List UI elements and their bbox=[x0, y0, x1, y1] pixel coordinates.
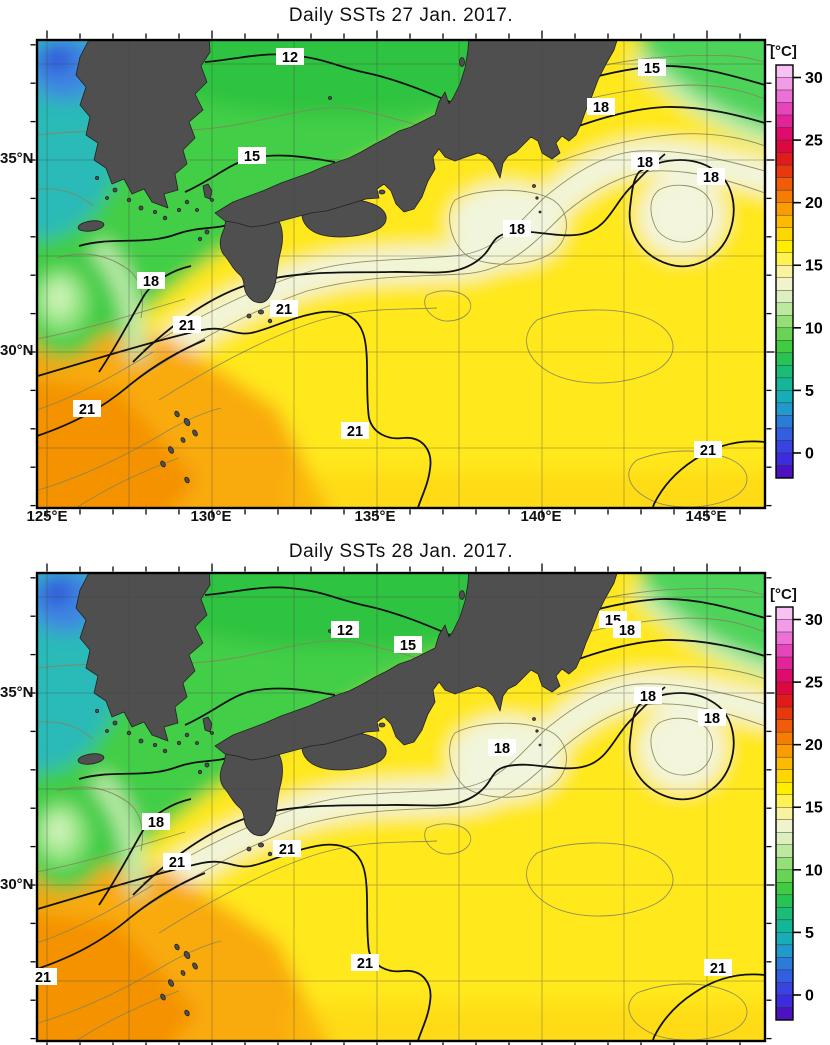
contour-label: 21 bbox=[73, 400, 101, 418]
temperature-colorbar: 30 25 20 15 10 5 0 bbox=[775, 64, 823, 479]
colorbar-tick-label: 0 bbox=[805, 987, 814, 1004]
colorbar-tick-label: 5 bbox=[805, 383, 814, 400]
contour-label: 18 bbox=[503, 220, 531, 238]
lat-label-30n: 30°N bbox=[0, 876, 34, 893]
contour-label: 18 bbox=[698, 709, 726, 727]
contour-label: 15 bbox=[238, 147, 266, 165]
svg-text:18: 18 bbox=[593, 100, 609, 116]
contour-label: 12 bbox=[276, 48, 304, 66]
axis-ticks bbox=[27, 563, 775, 1045]
svg-text:18: 18 bbox=[637, 155, 653, 171]
map1-title: Daily SSTs 27 Jan. 2017. bbox=[288, 5, 514, 26]
svg-text:21: 21 bbox=[35, 970, 51, 986]
contour-label: 18 bbox=[631, 153, 659, 171]
lon-label-130e: 130°E bbox=[190, 508, 232, 525]
svg-text:12: 12 bbox=[282, 50, 298, 66]
svg-text:21: 21 bbox=[710, 961, 726, 977]
contour-label: 21 bbox=[694, 441, 722, 459]
svg-text:18: 18 bbox=[640, 689, 656, 705]
colorbar-frame bbox=[775, 606, 794, 1021]
svg-text:15: 15 bbox=[644, 61, 660, 77]
lat-label-35n: 35°N bbox=[0, 684, 34, 701]
svg-text:15: 15 bbox=[244, 149, 260, 165]
contour-label: 18 bbox=[613, 621, 641, 639]
svg-text:18: 18 bbox=[704, 711, 720, 727]
lat-label-35n: 35°N bbox=[0, 150, 34, 167]
colorbar-tick-label: 10 bbox=[805, 320, 823, 337]
contour-label: 21 bbox=[704, 959, 732, 977]
colorbar-unit-label: [°C] bbox=[770, 586, 797, 603]
contour-label: 21 bbox=[270, 300, 298, 318]
svg-text:21: 21 bbox=[347, 424, 363, 440]
colorbar-frame bbox=[775, 64, 794, 479]
svg-text:18: 18 bbox=[494, 741, 510, 757]
colorbar-tick-label: 15 bbox=[805, 258, 823, 275]
colorbar-tick-label: 5 bbox=[805, 925, 814, 942]
contour-label: 21 bbox=[341, 422, 369, 440]
lon-label-125e: 125°E bbox=[26, 508, 68, 525]
colorbar-tick-label: 20 bbox=[805, 195, 823, 212]
contour-label: 15 bbox=[638, 59, 666, 77]
svg-text:21: 21 bbox=[79, 402, 95, 418]
colorbar-tick-label: 30 bbox=[805, 612, 823, 629]
svg-text:21: 21 bbox=[179, 318, 195, 334]
colorbar-segments bbox=[775, 64, 794, 479]
svg-text:18: 18 bbox=[143, 274, 159, 290]
colorbar-tick-label: 30 bbox=[805, 70, 823, 87]
contour-label: 18 bbox=[634, 687, 662, 705]
svg-text:18: 18 bbox=[148, 815, 164, 831]
colorbar-tick-label: 10 bbox=[805, 862, 823, 879]
contour-label: 18 bbox=[697, 168, 725, 186]
svg-text:21: 21 bbox=[357, 956, 373, 972]
colorbar-tick-label: 15 bbox=[805, 800, 823, 817]
svg-text:18: 18 bbox=[619, 623, 635, 639]
axis-ticks bbox=[27, 30, 775, 518]
svg-text:12: 12 bbox=[337, 623, 353, 639]
colorbar-tick-label: 25 bbox=[805, 133, 823, 150]
svg-text:21: 21 bbox=[279, 842, 295, 858]
contour-label: 21 bbox=[163, 853, 191, 871]
sst-map-27jan: 12 15 18 15 18 18 18 18 21 21 21 21 21 bbox=[27, 30, 775, 518]
svg-text:18: 18 bbox=[509, 222, 525, 238]
svg-text:21: 21 bbox=[276, 302, 292, 318]
contour-label: 15 bbox=[394, 636, 422, 654]
svg-text:21: 21 bbox=[169, 855, 185, 871]
temperature-colorbar: 30 25 20 15 10 5 0 bbox=[775, 606, 823, 1021]
contour-label: 21 bbox=[351, 954, 379, 972]
svg-text:15: 15 bbox=[400, 638, 416, 654]
colorbar-segments bbox=[775, 606, 794, 1021]
lon-label-145e: 145°E bbox=[685, 508, 727, 525]
lon-label-140e: 140°E bbox=[520, 508, 562, 525]
lat-label-30n: 30°N bbox=[0, 342, 34, 359]
map2-title: Daily SSTs 28 Jan. 2017. bbox=[288, 541, 514, 562]
contour-label: 12 bbox=[331, 621, 359, 639]
contour-labels: 12 15 18 15 18 18 18 18 21 21 21 21 21 bbox=[73, 48, 725, 459]
svg-text:21: 21 bbox=[700, 443, 716, 459]
lon-label-135e: 135°E bbox=[354, 508, 396, 525]
contour-label: 18 bbox=[137, 272, 165, 290]
contour-label: 21 bbox=[173, 316, 201, 334]
colorbar-unit-label: [°C] bbox=[770, 43, 797, 60]
contour-label: 18 bbox=[587, 98, 615, 116]
contour-label: 21 bbox=[29, 968, 57, 986]
contour-label: 18 bbox=[142, 813, 170, 831]
colorbar-tick-label: 20 bbox=[805, 737, 823, 754]
colorbar-tick-label: 25 bbox=[805, 675, 823, 692]
svg-text:18: 18 bbox=[703, 170, 719, 186]
colorbar-tick-label: 0 bbox=[805, 445, 814, 462]
contour-label: 18 bbox=[488, 739, 516, 757]
contour-label: 21 bbox=[273, 840, 301, 858]
